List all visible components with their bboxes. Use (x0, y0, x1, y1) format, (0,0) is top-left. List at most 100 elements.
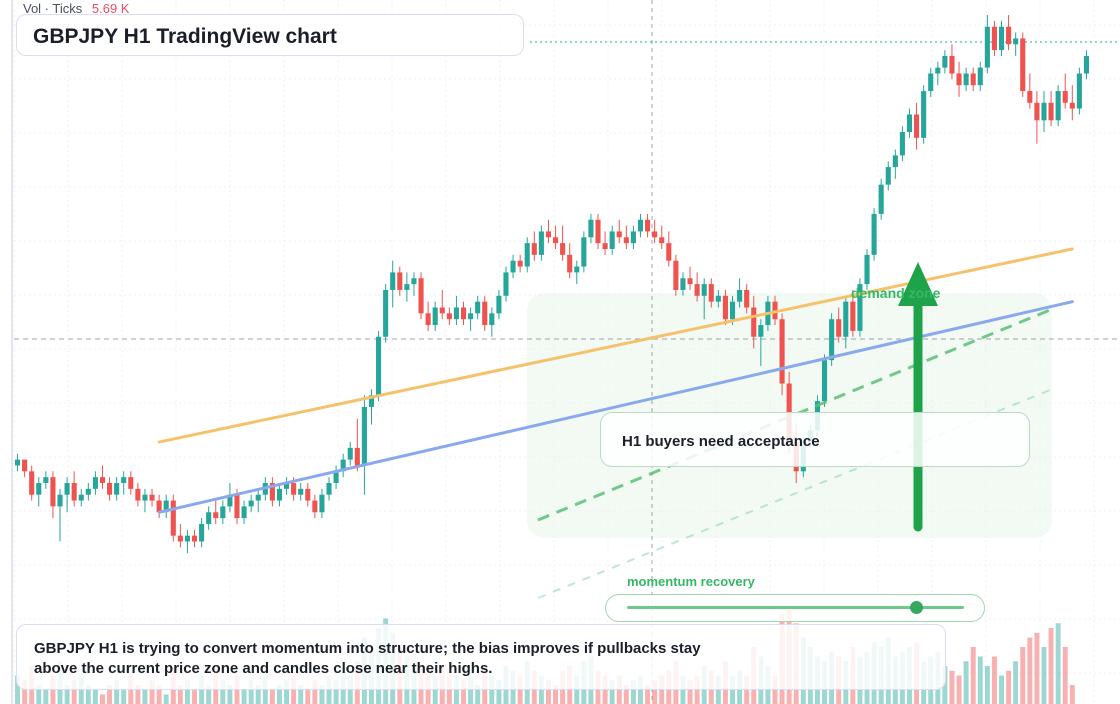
candle-body (227, 494, 233, 507)
candle-body (885, 167, 891, 185)
volume-bar (248, 680, 254, 704)
volume-bar (461, 680, 466, 704)
candle-body (71, 483, 77, 501)
candle-body (652, 231, 658, 238)
candle-body (984, 26, 990, 68)
volume-bar (963, 661, 969, 704)
candle-body (114, 483, 120, 495)
candle-body (914, 114, 920, 138)
candle-body (574, 266, 580, 273)
candle-body (184, 535, 190, 542)
candle-body (368, 395, 375, 407)
candle-body (871, 213, 877, 255)
candle-body (439, 307, 445, 314)
candle-body (36, 483, 42, 495)
candle-body (29, 471, 35, 495)
candle-body (191, 535, 198, 542)
candle-body (64, 483, 70, 495)
candle-body (142, 494, 148, 501)
volume-bar (1020, 647, 1026, 704)
candle-body (659, 237, 665, 244)
volume-bar (114, 680, 120, 704)
candle-body (170, 500, 176, 536)
volume-bar (553, 685, 559, 704)
candle-body (1055, 91, 1061, 121)
candle-body (92, 477, 98, 489)
candle-body (531, 243, 537, 255)
candle-body (291, 483, 297, 495)
candle-body (1034, 102, 1040, 121)
candle-body (850, 301, 856, 331)
candle-body (453, 307, 459, 320)
volume-bar (284, 680, 290, 704)
candle-body (1013, 38, 1019, 45)
candle-body (248, 500, 254, 507)
candle-body (715, 295, 721, 302)
volume-bar (220, 680, 226, 704)
candle-body (630, 231, 636, 244)
candle-body (163, 500, 169, 513)
candle-body (411, 278, 417, 285)
candle-body (446, 313, 452, 320)
candle-body (857, 284, 863, 331)
volume-bar (1027, 637, 1033, 704)
candle-body (560, 243, 566, 255)
volume-bar (1048, 628, 1054, 704)
candle-body (928, 73, 934, 92)
candle-body (269, 483, 275, 501)
candle-body (333, 471, 339, 483)
candle-body (645, 219, 651, 232)
volume-bar (43, 689, 49, 704)
candle-body (751, 307, 757, 337)
candle-body (567, 254, 573, 273)
candle-body (637, 219, 644, 232)
volume-bar (496, 680, 502, 704)
candle-body (213, 512, 219, 519)
momentum-slider[interactable] (605, 594, 985, 622)
candle-body (404, 284, 410, 290)
candle-body (460, 307, 467, 320)
volume-bar (149, 680, 155, 704)
volume-bar (319, 685, 325, 704)
candle-body (970, 73, 976, 86)
candle-body (99, 477, 106, 483)
candle-body (43, 477, 49, 483)
candle-body (935, 67, 941, 74)
chart-title: GBPJPY H1 TradingView chart (33, 25, 337, 48)
candle-body (977, 67, 983, 86)
volume-bar (609, 680, 615, 704)
volume-bar (687, 680, 693, 704)
volume-bar (652, 680, 658, 704)
candle-body (276, 488, 283, 501)
candle-body (744, 289, 750, 308)
candle-body (283, 483, 290, 489)
momentum-label: momentum recovery (627, 574, 755, 589)
volume-bar (206, 685, 212, 704)
volume-bar (333, 680, 339, 704)
momentum-slider-track (627, 606, 964, 609)
volume-bar (276, 685, 282, 704)
volume-bar (269, 689, 275, 704)
candle-body (206, 512, 212, 524)
candle-body (177, 535, 183, 542)
candle-body (57, 494, 63, 507)
candle-body (496, 295, 502, 314)
candle-body (347, 447, 353, 460)
candle-body (510, 260, 516, 273)
momentum-slider-thumb[interactable] (910, 601, 924, 614)
candle-body (383, 289, 389, 337)
candle-body (326, 483, 332, 495)
candle-body (616, 231, 622, 238)
volume-bar (163, 694, 169, 704)
volume-bar (1013, 661, 1019, 704)
volume-bar (1055, 623, 1061, 704)
volume-bar (1069, 685, 1075, 704)
volume-legend-label: Vol · Ticks (23, 1, 83, 16)
volume-bar (22, 680, 28, 704)
candle-body (694, 284, 700, 296)
volume-bar (312, 680, 318, 704)
volume-bar (298, 685, 304, 704)
candle-body (991, 26, 997, 51)
candle-body (397, 272, 403, 290)
candle-body (220, 506, 226, 519)
